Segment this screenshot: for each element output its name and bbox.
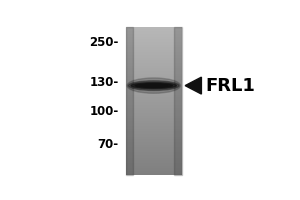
Text: FRL1: FRL1 xyxy=(205,77,255,95)
Text: 100-: 100- xyxy=(90,105,119,118)
Ellipse shape xyxy=(140,84,167,87)
Ellipse shape xyxy=(131,83,176,89)
Text: 70-: 70- xyxy=(98,138,119,151)
Polygon shape xyxy=(185,77,201,94)
Text: 130-: 130- xyxy=(90,76,119,89)
Ellipse shape xyxy=(128,81,179,90)
Ellipse shape xyxy=(135,84,172,88)
Ellipse shape xyxy=(127,78,181,93)
Bar xyxy=(174,27,182,175)
Text: 250-: 250- xyxy=(89,36,119,49)
Bar xyxy=(126,27,133,175)
